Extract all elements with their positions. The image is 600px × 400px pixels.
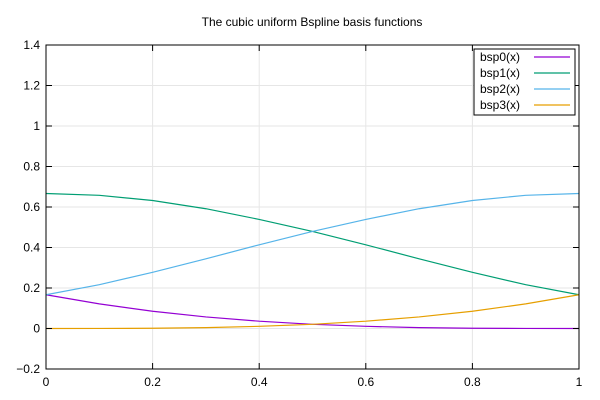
axis-layer: 0 0.2 0.4 0.6 0.8 1−0.200.20.40.60.811.21.4 [16, 38, 582, 389]
y-tick-label: 0.4 [23, 241, 40, 255]
y-tick-label: 1.4 [23, 38, 40, 52]
x-tick-label: 0.6 [357, 375, 374, 389]
chart-title: The cubic uniform Bspline basis function… [202, 15, 423, 29]
x-tick-label: 1 [576, 375, 583, 389]
y-tick-label: 0.2 [23, 281, 40, 295]
legend-box [473, 48, 576, 116]
series-layer [45, 192, 580, 330]
series-line-bsp0x [45, 294, 580, 330]
legend-label: bsp0(x) [480, 50, 520, 64]
y-tick-label: 0 [33, 322, 40, 336]
legend-label: bsp2(x) [480, 82, 520, 96]
x-tick-label: 0 [43, 375, 50, 389]
y-tick-label: 0.6 [23, 200, 40, 214]
series-line-bsp2x [45, 192, 580, 296]
series-line-bsp1x [45, 192, 580, 296]
y-tick-label: 1 [33, 119, 40, 133]
x-tick-label: 0.2 [144, 375, 161, 389]
x-tick-label: 0.8 [464, 375, 481, 389]
x-tick-label: 0.4 [251, 375, 268, 389]
y-tick-label: 1.2 [23, 79, 40, 93]
legend-label: bsp1(x) [480, 66, 520, 80]
legend-label: bsp3(x) [480, 98, 520, 112]
y-tick-label: 0.8 [23, 160, 40, 174]
y-tick-label: −0.2 [16, 362, 40, 376]
legend: bsp0(x) bsp1(x) bsp2(x) bsp3(x) [473, 48, 576, 116]
series-line-bsp3x [45, 294, 580, 330]
